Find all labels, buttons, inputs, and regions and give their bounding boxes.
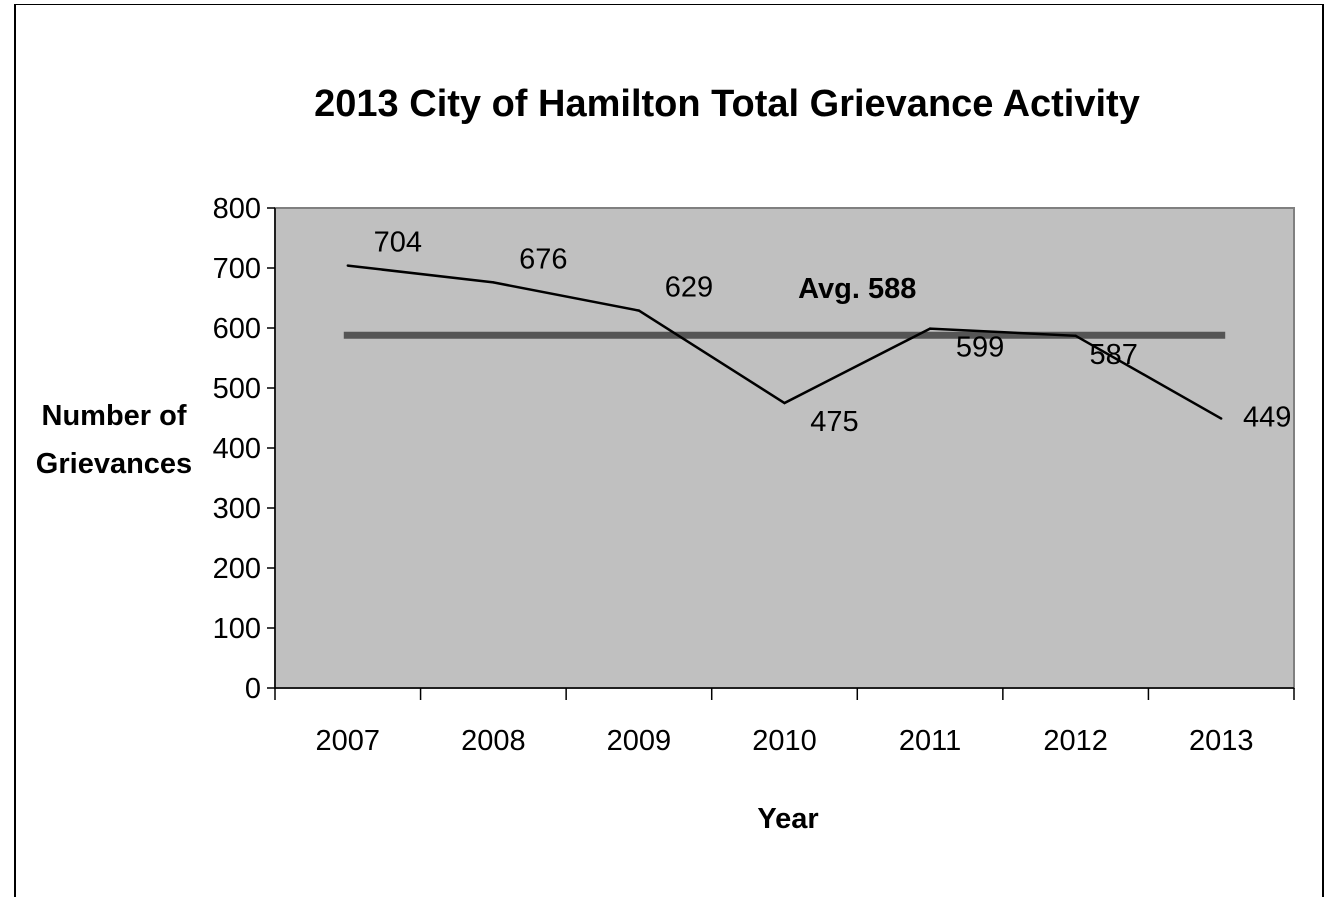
data-label: 449 xyxy=(1243,402,1291,434)
y-tick-label: 600 xyxy=(213,313,261,345)
y-axis-title-line-2: Grievances xyxy=(36,448,192,480)
average-label: Avg. 588 xyxy=(798,273,916,305)
x-tick-label: 2008 xyxy=(461,725,526,757)
x-tick-label: 2007 xyxy=(316,725,381,757)
chart-title: 2013 City of Hamilton Total Grievance Ac… xyxy=(314,83,1140,125)
y-tick-label: 200 xyxy=(213,553,261,585)
data-label: 599 xyxy=(956,332,1004,364)
y-tick-label: 700 xyxy=(213,253,261,285)
data-point xyxy=(492,281,495,284)
x-tick-label: 2013 xyxy=(1189,725,1254,757)
plot-area xyxy=(274,207,1295,689)
x-axis-title: Year xyxy=(757,803,818,835)
data-point xyxy=(783,401,786,405)
data-point xyxy=(1074,334,1077,337)
x-tick-label: 2012 xyxy=(1043,725,1108,757)
data-label: 704 xyxy=(374,227,422,259)
data-point xyxy=(928,327,932,330)
data-label: 676 xyxy=(519,243,567,275)
y-axis-title-line-1: Number of xyxy=(42,400,187,432)
data-label: 629 xyxy=(665,272,713,304)
x-tick-label: 2009 xyxy=(607,725,672,757)
y-tick-label: 800 xyxy=(213,193,261,225)
y-tick-label: 500 xyxy=(213,373,261,405)
y-tick-label: 300 xyxy=(213,493,261,525)
y-tick-label: 0 xyxy=(245,673,261,705)
y-tick-label: 100 xyxy=(213,613,261,645)
data-point xyxy=(637,309,641,312)
x-tick-label: 2010 xyxy=(752,725,817,757)
data-label: 587 xyxy=(1089,339,1137,371)
y-tick-label: 400 xyxy=(213,433,261,465)
data-label: 475 xyxy=(810,406,858,438)
data-point xyxy=(346,264,349,267)
data-point xyxy=(1220,417,1223,420)
x-tick-label: 2011 xyxy=(899,725,961,757)
